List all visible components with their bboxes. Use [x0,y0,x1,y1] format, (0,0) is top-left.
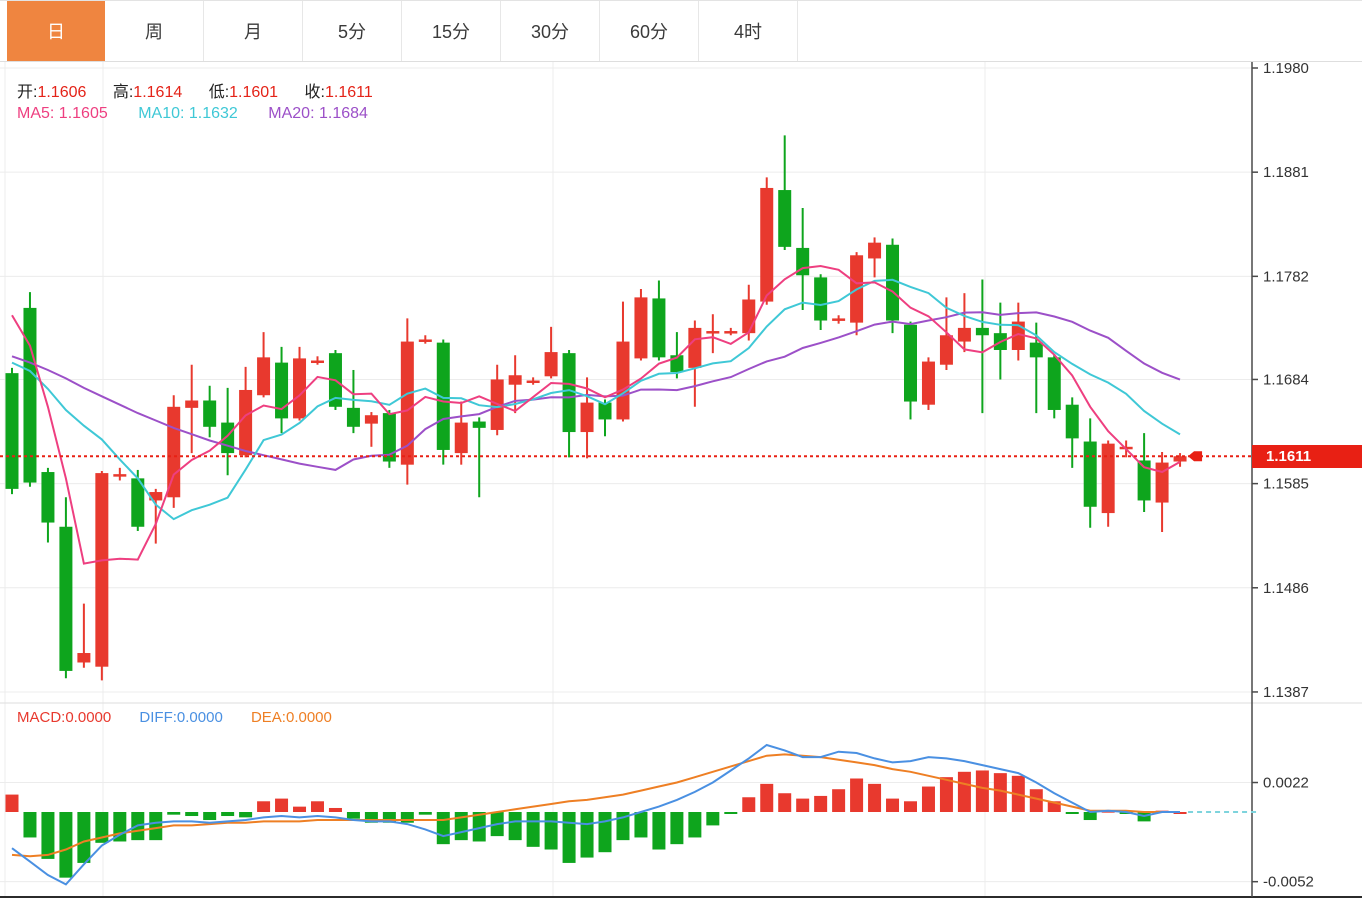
open-label: 开: [17,84,38,101]
low-value: 1.1601 [229,84,279,101]
tab-60min[interactable]: 60分 [600,1,699,61]
tab-day[interactable]: 日 [7,1,105,61]
timeframe-tabbar: 日 周 月 5分 15分 30分 60分 4时 [0,0,1362,62]
macd-label: MACD: [17,709,66,726]
open-value: 1.1606 [37,84,87,101]
tab-15min[interactable]: 15分 [402,1,501,61]
dea-value: 0.0000 [285,709,332,726]
close-label: 收: [304,84,325,101]
tab-week[interactable]: 周 [105,1,204,61]
ma-readout: MA5: 1.1605 MA10: 1.1632 MA20: 1.1684 [17,105,394,123]
close-value: 1.1611 [324,84,373,101]
axis-tick-label: 0.0022 [1263,775,1309,792]
ma5-value: 1.1605 [58,105,108,122]
ma10-label: MA10: [138,105,185,122]
dea-label: DEA: [250,709,286,726]
ohlc-readout: 开:1.1606 高:1.1614 低:1.1601 收:1.1611 [17,78,395,102]
axis-tick-label: 1.1486 [1263,580,1309,597]
axis-tick-label: 1.1782 [1263,268,1309,285]
high-value: 1.1614 [133,84,183,101]
macd-readout: MACD:0.0000 DIFF:0.0000 DEA:0.0000 [17,709,356,726]
axis-tick-label: 1.1387 [1263,684,1309,701]
tab-30min[interactable]: 30分 [501,1,600,61]
axis-tick-label: 1.1684 [1263,371,1309,388]
axis-tick-label: 1.1585 [1263,476,1309,493]
last-price-badge: 1.1611 [1252,445,1362,468]
diff-label: DIFF: [139,709,177,726]
tab-4hour[interactable]: 4时 [699,1,798,61]
tab-month[interactable]: 月 [204,1,303,61]
ma10-value: 1.1632 [188,105,238,122]
diff-value: 0.0000 [176,709,223,726]
low-label: 低: [208,84,230,101]
axis-tick-label: 1.1881 [1263,164,1309,181]
ma5-label: MA5: [17,105,55,122]
tab-5min[interactable]: 5分 [303,1,402,61]
ma20-label: MA20: [268,105,315,122]
ma20-value: 1.1684 [318,105,368,122]
axis-tick-label: 1.1980 [1263,60,1309,77]
macd-value: 0.0000 [65,709,112,726]
axis-tick-label: -0.0052 [1263,874,1314,891]
high-label: 高: [112,84,134,101]
